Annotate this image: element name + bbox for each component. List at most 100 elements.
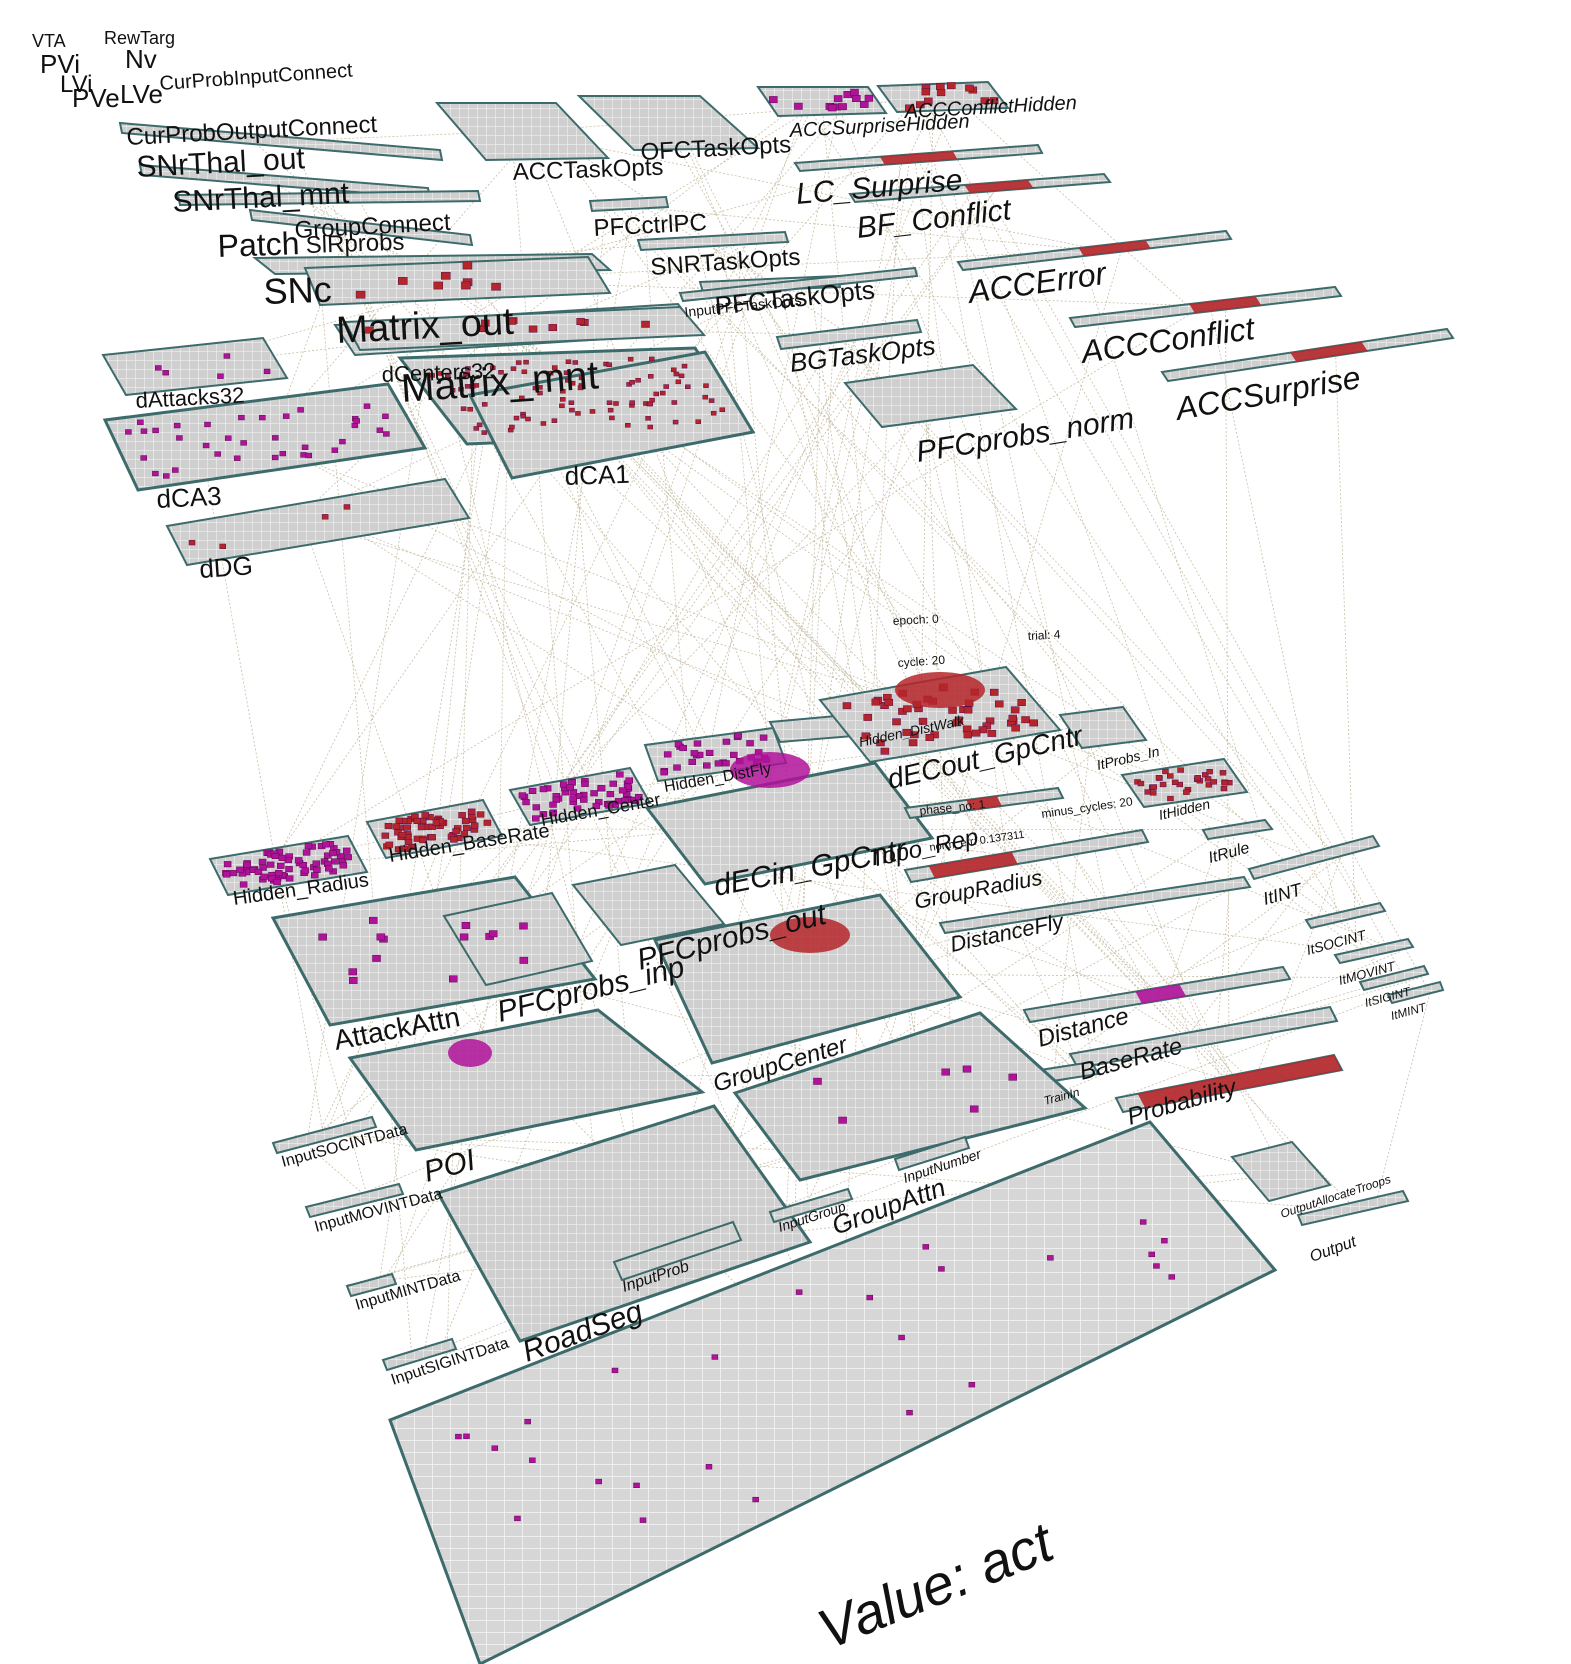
unit: [549, 809, 558, 816]
unit: [125, 429, 132, 435]
unit: [428, 823, 437, 830]
layer-dattacks32[interactable]: [101, 336, 289, 397]
unit: [188, 539, 196, 546]
unit: [202, 442, 210, 449]
unit: [305, 452, 313, 459]
unit: [1167, 773, 1174, 779]
layer-pfcprobs_inp[interactable]: [442, 891, 594, 987]
unit: [905, 104, 914, 112]
unit: [459, 933, 469, 941]
unit: [369, 916, 378, 924]
layer-snc[interactable]: [303, 255, 612, 307]
unit: [321, 514, 329, 520]
unit: [941, 1068, 950, 1076]
unit: [413, 817, 421, 825]
unit-cluster: [448, 1039, 492, 1067]
layer-groupcenter[interactable]: [652, 893, 963, 1065]
layer-ofctaskopts[interactable]: [576, 95, 761, 152]
unit: [947, 82, 956, 90]
layer-hidden_radius[interactable]: [208, 834, 369, 897]
layer-inputnumber[interactable]: [893, 1135, 971, 1172]
layer-distancefly[interactable]: [938, 875, 1252, 935]
layer-inputgroup[interactable]: [768, 1187, 854, 1224]
layer-ddg[interactable]: [165, 477, 471, 567]
unit: [467, 406, 473, 412]
unit: [625, 777, 633, 784]
layer-inputmintdata[interactable]: [345, 1272, 398, 1298]
unit: [573, 805, 582, 812]
layer-curproboutputconnect[interactable]: [118, 121, 444, 162]
unit: [528, 325, 538, 333]
unit: [481, 319, 490, 327]
bar-activation: [1137, 1055, 1342, 1108]
layer-label-pfcctrlpc: PFCctrlPC: [593, 209, 708, 242]
unit: [382, 413, 389, 419]
layer-outputallocatetroops[interactable]: [1230, 1140, 1332, 1203]
unit: [301, 444, 309, 450]
layer-dcenters32[interactable]: [343, 305, 707, 352]
layer-roadseg[interactable]: [435, 1104, 813, 1343]
layer-acctaskopts[interactable]: [434, 102, 611, 162]
unit: [285, 866, 293, 873]
unit: [1149, 790, 1157, 796]
unit: [592, 802, 601, 809]
unit: [705, 1464, 713, 1470]
unit: [176, 435, 183, 441]
layer-inputsocintdata[interactable]: [271, 1115, 378, 1155]
layer-groupconnect[interactable]: [248, 208, 474, 247]
unit: [1167, 795, 1174, 802]
layer-label-slrprobs: SlRprobs: [305, 229, 405, 259]
unit: [838, 1116, 847, 1124]
unit: [523, 359, 529, 365]
unit: [282, 413, 290, 419]
layer-groupattn[interactable]: [732, 1011, 1089, 1182]
layer-itmovint[interactable]: [1333, 937, 1415, 965]
layer-snrtaskopts[interactable]: [636, 230, 790, 252]
layer-bigfield[interactable]: [388, 1120, 1278, 1664]
layer-pfcprobs_norm[interactable]: [843, 363, 1019, 429]
unit: [569, 380, 576, 386]
layer-itrule[interactable]: [1201, 818, 1274, 841]
unit: [606, 791, 615, 798]
layer-baserate[interactable]: [1068, 1005, 1339, 1070]
unit: [441, 271, 451, 280]
layer-itmint[interactable]: [1386, 980, 1445, 1005]
layer-label-lvi: LVi: [60, 71, 92, 98]
layer-pfcctrlpc[interactable]: [588, 195, 670, 213]
layer-inputprob[interactable]: [612, 1220, 743, 1282]
layer-poi[interactable]: [347, 1008, 706, 1152]
layer-label-snc: SNc: [263, 269, 332, 312]
unit: [436, 371, 442, 376]
layer-snrthal_mnt[interactable]: [176, 189, 482, 207]
layer-itsocint[interactable]: [1304, 901, 1387, 930]
layer-label-itrule: ItRule: [1207, 840, 1252, 867]
unit: [635, 378, 641, 383]
layer-inputsigintdata[interactable]: [381, 1337, 458, 1372]
unit: [491, 1445, 499, 1451]
layer-pfcprobs_out[interactable]: [571, 863, 726, 947]
unit: [864, 94, 874, 102]
layer-itint[interactable]: [1247, 834, 1381, 881]
layer-itsigint[interactable]: [1358, 964, 1430, 992]
unit: [672, 419, 679, 425]
layer-dca3[interactable]: [102, 382, 428, 492]
unit: [903, 705, 912, 713]
unit: [331, 447, 339, 453]
unit: [861, 732, 871, 740]
unit: [566, 784, 575, 791]
layer-dca1[interactable]: [467, 350, 756, 480]
unit: [627, 356, 634, 362]
unit: [539, 811, 548, 818]
unit: [1204, 776, 1212, 782]
unit: [578, 375, 585, 381]
layer-itprobs_in[interactable]: [1058, 705, 1148, 750]
layer-bgtaskopts[interactable]: [775, 318, 923, 351]
unit: [365, 326, 374, 334]
unit: [528, 787, 537, 794]
layer-inputpfctaskopts[interactable]: [678, 266, 919, 303]
unit: [279, 450, 286, 457]
layer-inputmovintdata[interactable]: [304, 1182, 405, 1219]
layer-output[interactable]: [1296, 1189, 1410, 1227]
unit: [795, 1289, 803, 1295]
